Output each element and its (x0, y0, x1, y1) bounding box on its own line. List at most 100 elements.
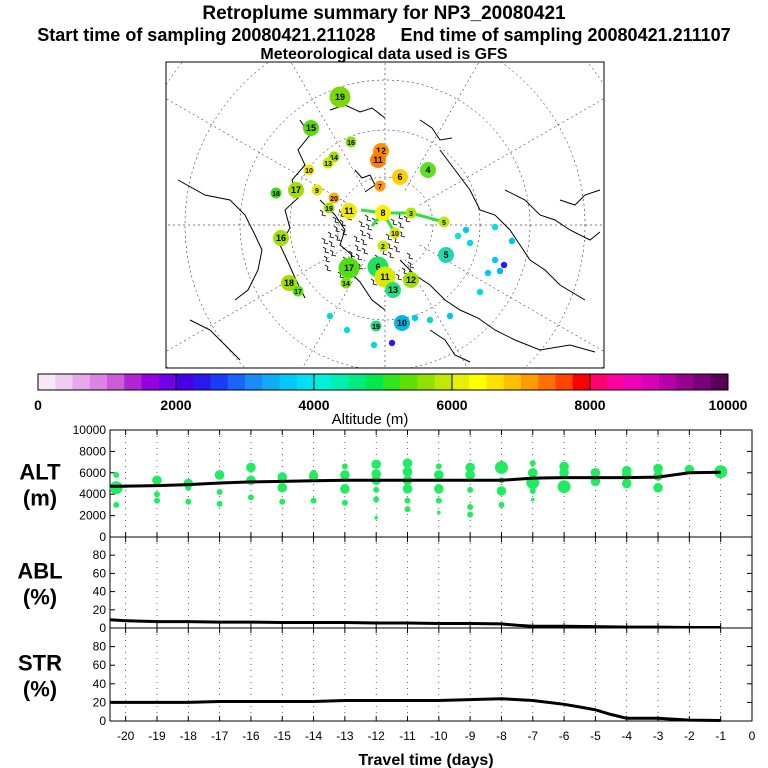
data-point (557, 480, 571, 494)
trajectory-marker-label: 16 (276, 233, 286, 243)
data-point (498, 501, 505, 508)
data-point (277, 472, 288, 482)
data-point (374, 515, 378, 520)
coastline-detail (328, 240, 336, 248)
y-tick-label: 8000 (79, 444, 106, 458)
colorbar-swatch (245, 374, 263, 390)
colorbar-swatch (107, 374, 125, 390)
y-tick-label: 10000 (73, 423, 107, 437)
coastline (279, 119, 311, 299)
coastline-detail (334, 234, 342, 242)
data-point (246, 462, 256, 473)
x-tick-label: -10 (430, 729, 448, 743)
trajectory-marker-label: 10 (397, 318, 407, 328)
x-tick-label: -9 (465, 729, 476, 743)
trajectory-marker (405, 207, 417, 219)
coastline-detail (395, 273, 403, 281)
y-tick-label: 80 (93, 640, 107, 654)
data-point (467, 511, 474, 518)
trajectory-marker-label: 12 (406, 275, 416, 285)
trajectory-marker (403, 272, 419, 288)
data-point (529, 460, 536, 467)
trajectory-marker-label: 10 (305, 168, 313, 175)
data-point (152, 475, 162, 486)
data-point (308, 471, 319, 481)
meridian-line (419, 244, 604, 352)
panel-frame (109, 627, 753, 722)
colorbar-swatch (693, 374, 712, 390)
colorbar-swatch (503, 374, 522, 390)
colorbar-swatch (314, 374, 332, 390)
data-point (402, 484, 413, 494)
y-tick-label: 4000 (79, 487, 106, 501)
data-point (216, 489, 223, 496)
trajectory-marker-label: 4 (425, 165, 430, 175)
trajectory-marker (500, 261, 508, 269)
sampling-times: Start time of sampling 20080421.211028 E… (0, 25, 768, 46)
coastline (354, 169, 376, 193)
coastline-detail (407, 261, 415, 269)
trajectory-marker-label: 10 (391, 231, 399, 238)
coastline-detail (366, 232, 374, 240)
colorbar-swatch (279, 374, 298, 390)
x-tick-label: -11 (399, 729, 416, 743)
trajectory-marker (288, 182, 304, 198)
trajectory-marker (341, 203, 357, 219)
data-point (341, 463, 348, 470)
coastline-detail (348, 250, 356, 258)
meridian-line (166, 98, 351, 206)
colorbar-swatch (331, 374, 349, 390)
coastline-detail (339, 219, 347, 227)
trajectory-marker-label: 19 (372, 324, 380, 331)
data-point (465, 470, 475, 480)
coastline-detail (333, 225, 341, 233)
colorbar-swatch (348, 374, 367, 390)
coastline-detail (354, 244, 362, 252)
met-data-label: Meteorological data used is GFS (260, 46, 508, 63)
colorbar-swatch (89, 374, 108, 390)
median-altitude-line (110, 470, 721, 488)
coastline-detail (386, 242, 394, 250)
trajectory-marker (454, 232, 462, 240)
trajectory-marker (370, 152, 386, 168)
trajectory-marker (388, 339, 396, 347)
colorbar-swatch (710, 374, 729, 390)
y-tick-label: 2000 (79, 509, 106, 523)
data-point (371, 459, 381, 470)
colorbar-swatch (469, 374, 487, 390)
colorbar-swatch (158, 374, 177, 390)
data-point (435, 463, 442, 470)
data-point (435, 497, 442, 504)
data-point (153, 491, 160, 498)
trajectory-marker (385, 282, 401, 298)
x-tick-label: -6 (559, 729, 570, 743)
trajectory-marker (343, 326, 351, 334)
trajectory-marker (326, 312, 334, 320)
trajectory-marker (438, 216, 450, 228)
trajectory-marker-label: 13 (324, 161, 332, 168)
coastline (504, 189, 601, 241)
y-axis-label-unit: (%) (23, 677, 57, 702)
coastline-detail (403, 215, 411, 223)
trajectory-marker (491, 223, 499, 231)
colorbar-swatch (555, 374, 574, 390)
y-tick-label: 20 (93, 603, 107, 617)
colorbar-swatch (296, 374, 315, 390)
x-tick-label: -2 (684, 729, 695, 743)
trajectory-marker (273, 230, 289, 246)
trajectory-marker-label: 17 (294, 289, 302, 296)
colorbar-swatch (452, 374, 470, 390)
series-line (110, 697, 721, 722)
coastline-detail (340, 228, 348, 236)
data-point (494, 460, 508, 474)
coastline (559, 189, 601, 206)
x-axis-label: Travel time (days) (358, 752, 493, 768)
colorbar-tick-label: 0 (34, 397, 42, 413)
trajectory-marker (484, 269, 492, 277)
data-point (402, 458, 413, 468)
trajectory-marker (311, 184, 323, 196)
colorbar-swatch (676, 374, 694, 390)
x-tick-label: -17 (211, 729, 229, 743)
trajectory-marker (438, 247, 454, 263)
